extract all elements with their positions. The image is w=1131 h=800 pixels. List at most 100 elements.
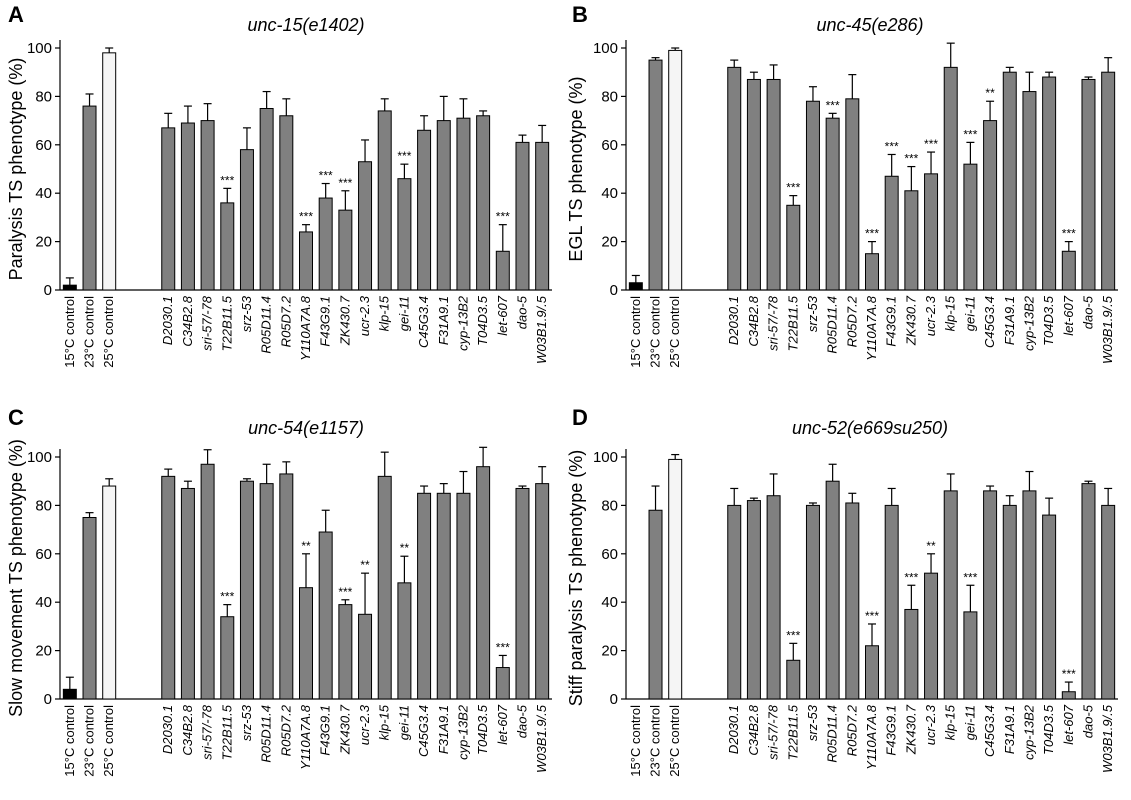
- y-tick-label: 40: [35, 594, 52, 611]
- bar: [417, 129, 432, 291]
- significance-label: ***: [904, 570, 918, 584]
- bar: [62, 688, 77, 700]
- x-tick-label: F43G9.1: [318, 296, 333, 347]
- bar: [825, 480, 840, 700]
- bar: [456, 492, 471, 700]
- x-tick-label: T04D3.5: [475, 295, 490, 346]
- significance-label: ***: [865, 609, 879, 623]
- chart-title: unc-54(e1157): [248, 418, 364, 438]
- x-tick-label: T22B11.5: [219, 704, 234, 760]
- bar: [943, 490, 958, 700]
- x-tick-label: let-607: [495, 295, 510, 336]
- x-tick-label: 15°C control: [62, 296, 77, 368]
- bar: [746, 500, 761, 700]
- y-tick-label: 80: [35, 88, 52, 105]
- bar: [904, 190, 919, 291]
- bar: [963, 163, 978, 291]
- bar: [397, 582, 412, 700]
- x-tick-label: W03B1.9/.5: [1100, 704, 1115, 773]
- panel-letter: A: [8, 2, 24, 27]
- bar: [535, 141, 550, 291]
- bar: [161, 127, 176, 291]
- x-tick-label: sri-57/-78: [200, 295, 215, 351]
- bar: [766, 495, 781, 700]
- y-tick-label: 100: [593, 449, 618, 466]
- x-tick-label: F31A9.1: [436, 705, 451, 754]
- bar: [845, 502, 860, 700]
- x-tick-label: R05D7.2: [278, 704, 293, 756]
- significance-label: ***: [338, 176, 352, 190]
- bar: [668, 49, 683, 291]
- bar: [161, 475, 176, 700]
- x-tick-label: ZK430.7: [337, 295, 352, 346]
- x-tick-label: C45G3.4: [982, 705, 997, 757]
- x-tick-label: dao-5: [1080, 295, 1095, 329]
- x-tick-label: Y110A7A.8: [864, 704, 879, 770]
- significance-label: ***: [338, 585, 352, 599]
- significance-label: ***: [786, 628, 800, 642]
- x-tick-label: dao-5: [1080, 704, 1095, 738]
- x-tick-label: klp-15: [377, 295, 392, 331]
- panel-letter: B: [572, 2, 588, 27]
- x-tick-label: D2030.1: [726, 296, 741, 345]
- x-tick-label: Y110A7A.8: [298, 295, 313, 361]
- bar: [200, 120, 215, 291]
- bar: [648, 59, 663, 291]
- significance-label: ***: [885, 139, 899, 153]
- significance-label: ***: [397, 149, 411, 163]
- bar: [865, 253, 879, 291]
- x-tick-label: ucr-2.3: [357, 704, 372, 745]
- x-tick-label: sri-57/-78: [200, 704, 215, 760]
- y-tick-label: 40: [601, 185, 618, 202]
- bar: [476, 115, 491, 291]
- bar: [805, 504, 820, 700]
- bar: [180, 122, 195, 291]
- y-tick-label: 20: [35, 234, 52, 251]
- x-tick-label: srz-53: [805, 295, 820, 332]
- bar: [338, 209, 353, 291]
- bar: [358, 613, 373, 700]
- x-tick-label: 15°C control: [62, 705, 77, 777]
- y-tick-label: 20: [601, 643, 618, 660]
- x-tick-label: srz-53: [239, 295, 254, 332]
- bar: [82, 105, 97, 291]
- y-tick-label: 80: [35, 497, 52, 514]
- x-tick-label: let-607: [1061, 295, 1076, 336]
- x-tick-label: srz-53: [239, 704, 254, 741]
- bar: [983, 490, 998, 700]
- bar: [377, 110, 392, 291]
- bar: [515, 487, 530, 700]
- bar: [1042, 514, 1057, 700]
- x-tick-label: C45G3.4: [982, 296, 997, 348]
- y-tick-label: 60: [601, 137, 618, 154]
- x-tick-label: cyp-13B2: [1021, 704, 1036, 760]
- chart-title: unc-52(e669su250): [792, 418, 948, 438]
- x-tick-label: 15°C control: [628, 296, 643, 368]
- x-tick-label: cyp-13B2: [455, 704, 470, 760]
- bar: [924, 572, 939, 700]
- bar: [628, 282, 643, 291]
- significance-label: ***: [299, 210, 313, 224]
- x-tick-label: gei-11: [962, 705, 977, 740]
- x-tick-label: 23°C control: [648, 705, 663, 777]
- x-tick-label: R05D7.2: [844, 295, 859, 347]
- x-tick-label: sri-57/-78: [766, 704, 781, 760]
- x-tick-label: F43G9.1: [884, 296, 899, 347]
- significance-label: ***: [1062, 667, 1076, 681]
- y-tick-label: 80: [601, 497, 618, 514]
- bar: [200, 463, 215, 700]
- x-tick-label: gei-11: [396, 705, 411, 740]
- x-tick-label: ZK430.7: [337, 704, 352, 755]
- bar: [668, 458, 683, 700]
- x-tick-label: 23°C control: [648, 296, 663, 368]
- bar: [220, 616, 235, 700]
- x-tick-label: T22B11.5: [785, 704, 800, 760]
- x-tick-label: 23°C control: [82, 296, 97, 368]
- significance-label: ***: [963, 127, 977, 141]
- bar: [1002, 71, 1017, 291]
- bar: [884, 175, 899, 291]
- x-tick-label: F31A9.1: [436, 296, 451, 345]
